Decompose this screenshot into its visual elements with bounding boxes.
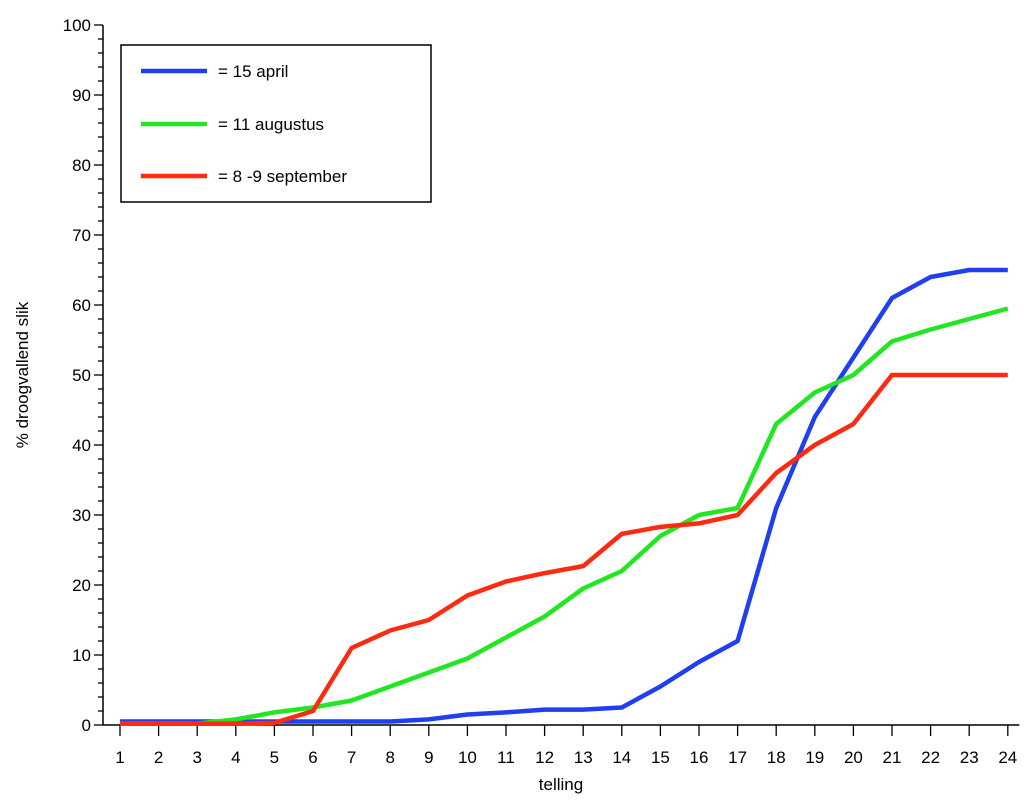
x-tick-label: 18 [767, 748, 786, 767]
y-tick-label: 70 [72, 226, 91, 245]
legend-label-3: = 8 -9 september [218, 167, 347, 186]
y-tick-label: 30 [72, 506, 91, 525]
x-tick-label: 24 [998, 748, 1017, 767]
x-tick-label: 5 [270, 748, 279, 767]
x-tick-label: 15 [651, 748, 670, 767]
x-tick-label: 1 [115, 748, 124, 767]
x-axis-title: telling [539, 775, 583, 794]
y-tick-label: 10 [72, 646, 91, 665]
y-tick-label: 90 [72, 86, 91, 105]
x-tick-label: 17 [728, 748, 747, 767]
x-tick-label: 11 [497, 748, 515, 767]
legend: = 15 april = 11 augustus = 8 -9 september [120, 44, 432, 203]
legend-label-2: = 11 augustus [218, 115, 324, 134]
x-tick-label: 7 [347, 748, 356, 767]
y-tick-label: 50 [72, 366, 91, 385]
y-tick-label: 40 [72, 436, 91, 455]
x-tick-label: 10 [458, 748, 477, 767]
y-tick-label: 20 [72, 576, 91, 595]
x-tick-label: 8 [385, 748, 394, 767]
x-tick-label: 2 [154, 748, 163, 767]
x-tick-label: 22 [921, 748, 940, 767]
x-tick-label: 23 [960, 748, 979, 767]
x-tick-label: 9 [424, 748, 433, 767]
y-tick-label: 0 [82, 716, 91, 735]
x-tick-label: 14 [612, 748, 631, 767]
series-line-3 [120, 372, 1008, 726]
y-tick-label: 80 [72, 156, 91, 175]
x-tick-label: 3 [192, 748, 201, 767]
y-axis-title: % droogvallend slik [13, 301, 32, 448]
series-line-1 [120, 267, 1008, 724]
y-tick-label: 100 [63, 16, 91, 35]
series-layer [120, 267, 1009, 726]
x-tick-label: 6 [308, 748, 317, 767]
series-line-2 [120, 306, 1009, 726]
x-tick-label: 19 [805, 748, 824, 767]
x-tick-label: 21 [883, 748, 902, 767]
x-tick-label: 16 [690, 748, 709, 767]
legend-label-1: = 15 april [218, 62, 288, 81]
y-tick-label: 60 [72, 296, 91, 315]
x-tick-label: 4 [231, 748, 240, 767]
x-tick-label: 12 [535, 748, 554, 767]
x-tick-label: 13 [574, 748, 593, 767]
x-tick-label: 20 [844, 748, 863, 767]
